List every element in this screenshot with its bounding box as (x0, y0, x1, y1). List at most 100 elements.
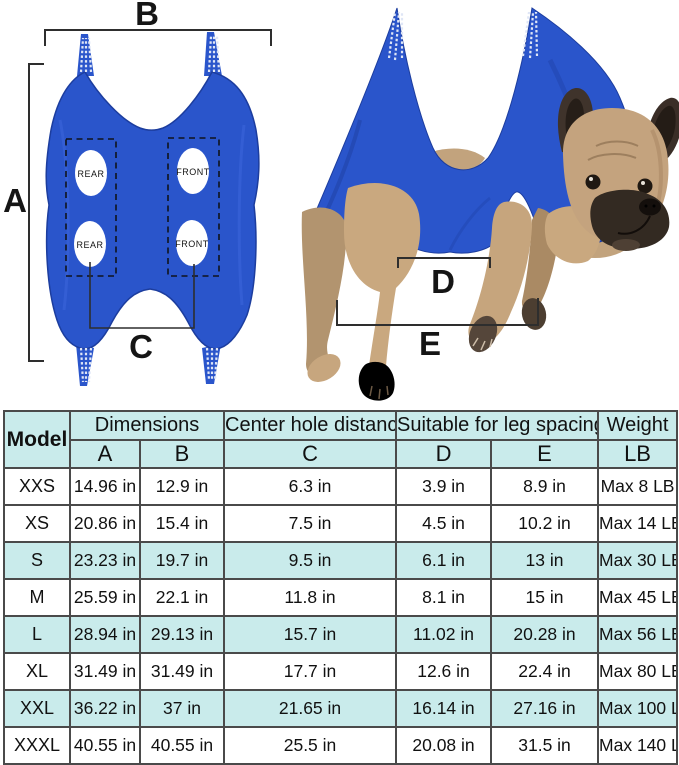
leg-spacing-d-bracket (397, 257, 491, 268)
cell: 11.02 in (395, 615, 493, 654)
dog-mouth-line (617, 215, 651, 235)
hind-legs (301, 183, 421, 401)
header-col-b: B (138, 439, 226, 469)
rear-holes-guide-box (65, 138, 117, 277)
cell: 19.7 in (138, 541, 226, 580)
cell: 22.4 in (490, 652, 600, 691)
dog-left-eye (585, 174, 601, 190)
fabric-fold-right (237, 124, 246, 306)
label-c: C (129, 328, 153, 365)
cell: 8.1 in (395, 578, 493, 617)
cell-weight: Max 30 LB (597, 541, 679, 580)
header-col-d: D (395, 439, 493, 469)
hind-paw-claws (369, 385, 389, 400)
model-s: S (3, 541, 71, 580)
hind-paw-far (307, 354, 341, 382)
cell: 12.6 in (395, 652, 493, 691)
label-e: E (419, 325, 441, 362)
illustration-area: B A (3, 0, 679, 401)
table-row-xxxl: XXXL 40.55 in 40.55 in 25.5 in 20.08 in … (3, 726, 679, 765)
model-l: L (3, 615, 71, 654)
header-col-e: E (490, 439, 600, 469)
front-hole-top (177, 148, 209, 194)
cell: 12.9 in (138, 467, 226, 506)
leg-holes: REAR FRONT REAR FRONT (74, 148, 210, 267)
front-hole-bottom (176, 220, 208, 266)
table-row-m: M 25.59 in 22.1 in 11.8 in 8.1 in 15 in … (3, 578, 679, 617)
model-xl: XL (3, 652, 71, 691)
cell: 3.9 in (395, 467, 493, 506)
front-hole-bottom-label: FRONT (175, 239, 209, 249)
width-b-bracket (44, 29, 272, 46)
dog-right-eye (637, 178, 653, 194)
table-row-xxl: XXL 36.22 in 37 in 21.65 in 16.14 in 27.… (3, 689, 679, 728)
label-a: A (3, 182, 27, 219)
cell: 6.1 in (395, 541, 493, 580)
cell-weight: Max 140 LB (597, 726, 679, 765)
cell: 31.49 in (138, 652, 226, 691)
height-a-bracket (28, 63, 44, 362)
cell: 21.65 in (223, 689, 398, 728)
forehead-wrinkles (587, 140, 639, 161)
cell: 20.86 in (69, 504, 141, 543)
cell: 14.96 in (69, 467, 141, 506)
front-hole-top-label: FRONT (176, 167, 210, 177)
cell: 20.08 in (395, 726, 493, 765)
cell: 36.22 in (69, 689, 141, 728)
cell: 4.5 in (395, 504, 493, 543)
header-model: Model (3, 410, 71, 469)
cell: 13 in (490, 541, 600, 580)
table-row-xxs: XXS 14.96 in 12.9 in 6.3 in 3.9 in 8.9 i… (3, 467, 679, 506)
header-dimensions: Dimensions (68, 410, 226, 441)
cell-weight: Max 100 LB (597, 689, 679, 728)
rear-hole-bottom (74, 221, 106, 267)
model-xxl: XXL (3, 689, 71, 728)
cell: 27.16 in (490, 689, 600, 728)
cell: 15.4 in (138, 504, 226, 543)
hind-leg-far (301, 207, 347, 378)
fabric-shadow-center (448, 196, 491, 251)
cell: 25.5 in (223, 726, 398, 765)
right-eye-highlight (641, 181, 645, 185)
header-weight: Weight (597, 410, 679, 441)
cell: 11.8 in (223, 578, 398, 617)
nostril-left (644, 204, 648, 208)
label-b: B (135, 0, 159, 32)
nostril-right (652, 204, 656, 208)
cell: 22.1 in (138, 578, 226, 617)
model-xxxl: XXXL (3, 726, 71, 765)
rear-hole-top-label: REAR (77, 169, 104, 179)
model-xxs: XXS (3, 467, 71, 506)
size-chart-table: Model Dimensions Center hole distance Su… (3, 410, 679, 765)
fabric-fold-left (58, 119, 70, 311)
hind-leg-main (344, 183, 421, 378)
cell: 40.55 in (138, 726, 226, 765)
cell: 37 in (138, 689, 226, 728)
cell: 28.94 in (69, 615, 141, 654)
cell-weight: Max 14 LB (597, 504, 679, 543)
header-center-hole-distance: Center hole distance (223, 410, 398, 441)
size-chart-header: Model Dimensions Center hole distance Su… (3, 410, 679, 469)
cell: 7.5 in (223, 504, 398, 543)
cell: 10.2 in (490, 504, 600, 543)
front-paw-claws (472, 337, 493, 351)
header-leg-spacing: Suitable for leg spacing (395, 410, 600, 441)
cell: 8.9 in (490, 467, 600, 506)
cell: 15 in (490, 578, 600, 617)
strap-webbing (79, 35, 221, 383)
header-col-c: C (223, 439, 398, 469)
leg-spacing-e-bracket (336, 298, 539, 326)
cell: 29.13 in (138, 615, 226, 654)
center-distance-c-bracket (89, 262, 195, 329)
cell: 15.7 in (223, 615, 398, 654)
hammock-body (45, 71, 260, 350)
header-col-a: A (69, 439, 141, 469)
cell-weight: Max 45 LB (597, 578, 679, 617)
cell: 40.55 in (69, 726, 141, 765)
table-row-xs: XS 20.86 in 15.4 in 7.5 in 4.5 in 10.2 i… (3, 504, 679, 543)
cell: 23.23 in (69, 541, 141, 580)
cell-weight: Max 8 LB (597, 467, 679, 506)
front-paw-far (521, 298, 547, 330)
cell: 6.3 in (223, 467, 398, 506)
